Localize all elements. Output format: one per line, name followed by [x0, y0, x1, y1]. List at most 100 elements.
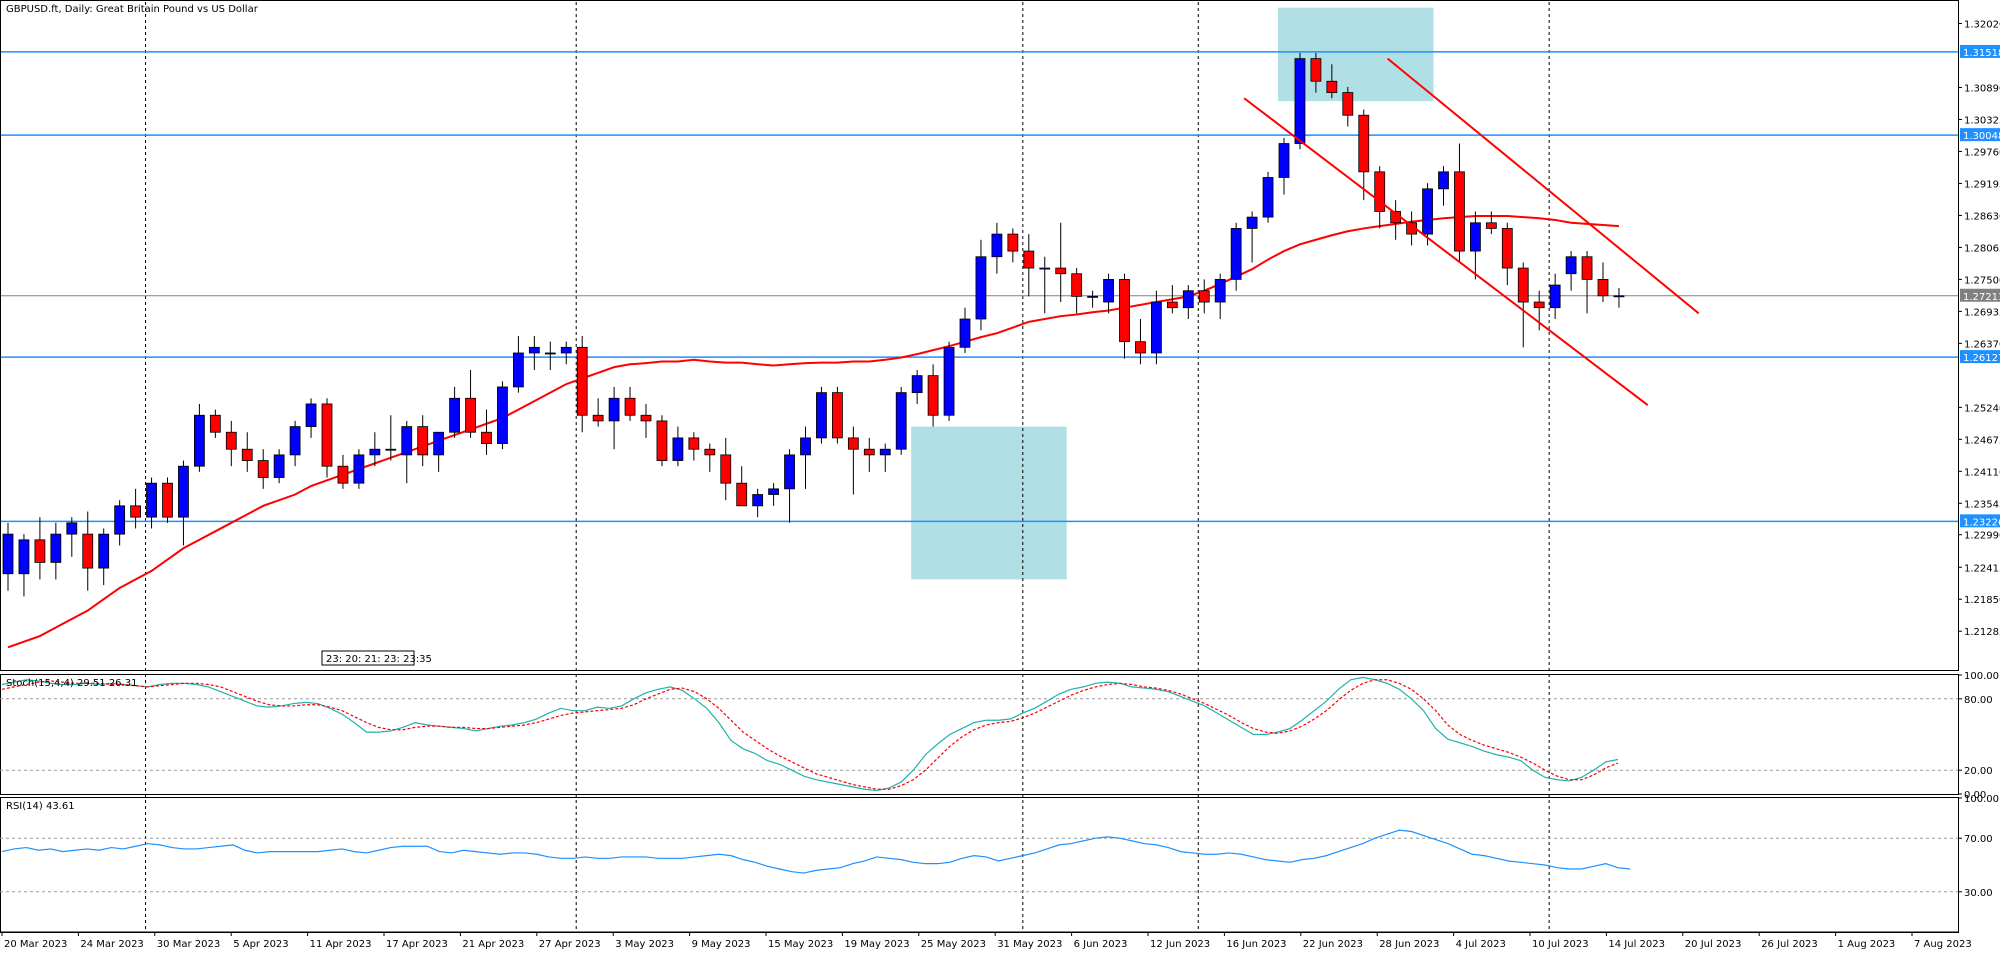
candle-body: [1230, 228, 1242, 280]
trend-channel[interactable]: [1243, 57, 1700, 406]
candle-body: [720, 454, 732, 484]
x-tick-label: 11 Apr 2023: [310, 939, 372, 950]
x-tick-label: 12 Jun 2023: [1150, 939, 1210, 950]
rsi-label: RSI(14) 43.61: [6, 801, 75, 812]
candle: [1135, 319, 1146, 365]
candle: [528, 336, 540, 370]
candle: [1358, 109, 1370, 201]
stoch-y-tick-label: 100.00: [1964, 671, 1999, 682]
highlight-zone[interactable]: [911, 426, 1067, 580]
x-axis: 20 Mar 2023 24 Mar 2023 30 Mar 2023 5 Apr 2…: [0, 931, 1972, 950]
horizontal-levels[interactable]: [0, 51, 1958, 523]
candle-body: [1470, 222, 1481, 252]
candle-body: [146, 482, 157, 518]
candle-body: [289, 426, 301, 456]
candle: [1501, 222, 1513, 286]
candle-body: [736, 482, 748, 507]
price-grid: [145, 2, 1550, 932]
candle-body: [1438, 171, 1449, 190]
x-tick-label: 22 Jun 2023: [1303, 939, 1363, 950]
candle: [385, 415, 397, 461]
candle: [1103, 273, 1114, 314]
candle-body: [353, 454, 365, 484]
candle: [513, 336, 524, 393]
y-tick-label: 1.25240: [1964, 403, 2000, 414]
candle: [146, 477, 157, 529]
candle-body: [241, 448, 253, 461]
y-tick-label: 1.22415: [1964, 563, 2000, 574]
candle: [1326, 64, 1338, 99]
candle-body: [927, 375, 939, 416]
candle-body: [784, 454, 795, 490]
y-tick-label: 1.29195: [1964, 179, 2000, 190]
candle-body: [1549, 284, 1561, 309]
candle-body: [257, 460, 269, 478]
candle: [18, 534, 30, 597]
y-axis: 1.32020 1.30890 1.30325 1.29760 1.29195 1.286…: [1958, 20, 2000, 899]
candle: [1422, 183, 1433, 246]
candle-body: [1135, 341, 1146, 354]
candle: [624, 386, 636, 421]
candle-body: [1597, 278, 1609, 297]
x-tick-label: 30 Mar 2023: [157, 939, 220, 950]
price-tag-box: [1960, 44, 2000, 58]
candle-body: [672, 437, 684, 461]
candle: [1119, 273, 1130, 359]
candle: [337, 454, 349, 489]
candle: [688, 432, 700, 461]
candle-body: [18, 539, 30, 575]
candle: [34, 517, 46, 580]
candle: [544, 341, 556, 370]
candle-body: [959, 318, 971, 348]
candle-body: [465, 397, 476, 433]
x-tick-label: 27 Apr 2023: [539, 939, 601, 950]
x-tick-label: 7 Aug 2023: [1914, 939, 1972, 950]
y-tick-label: 1.29760: [1964, 147, 2000, 158]
stoch-pane-frame: [0, 674, 1959, 795]
candle: [1166, 285, 1178, 314]
candle: [1023, 234, 1035, 297]
candle-body: [592, 414, 604, 422]
candle-body: [528, 346, 540, 354]
candle-body: [1055, 267, 1067, 275]
candle: [1055, 222, 1067, 303]
price-tag-box: [1960, 128, 2000, 142]
candle-body: [1151, 301, 1162, 354]
x-tick-label: 20 Mar 2023: [4, 939, 67, 950]
candle: [800, 426, 811, 489]
price-tag-label: 1.23226: [1963, 517, 2000, 528]
time-label-box: 23: 20: 21: 23: 23:35: [321, 650, 432, 666]
candle: [497, 381, 508, 450]
candle-body: [114, 505, 126, 535]
channel-line[interactable]: [1243, 97, 1649, 406]
ma-line: [7, 214, 1620, 649]
candle: [1214, 273, 1226, 320]
y-tick-label: 1.21850: [1964, 595, 2000, 606]
candle: [863, 437, 875, 472]
candle: [162, 477, 173, 523]
candle-body: [1246, 216, 1258, 229]
price-pane-frame: [0, 0, 1959, 671]
stoch-signal-line: [1, 679, 1619, 790]
candle-body: [1310, 58, 1322, 82]
candle: [1294, 52, 1306, 150]
candle-body: [1023, 250, 1035, 269]
candle: [209, 409, 221, 438]
candle: [273, 449, 285, 484]
candle: [401, 420, 413, 484]
candle-body: [1294, 58, 1306, 144]
candle-body: [98, 533, 110, 569]
price-tag-label: 1.30048: [1963, 131, 2000, 142]
candle: [1597, 262, 1609, 303]
candle: [130, 488, 142, 529]
candle-body: [369, 448, 381, 456]
x-tick-label: 1 Aug 2023: [1838, 939, 1896, 950]
x-tick-label: 19 May 2023: [844, 939, 909, 950]
candle: [241, 432, 253, 472]
channel-line[interactable]: [1387, 57, 1700, 315]
price-tag-label: 1.31518: [1963, 48, 2000, 59]
candle-body: [975, 256, 987, 320]
candle: [1039, 256, 1051, 314]
candle-body: [1087, 295, 1098, 298]
candle: [991, 222, 1003, 274]
